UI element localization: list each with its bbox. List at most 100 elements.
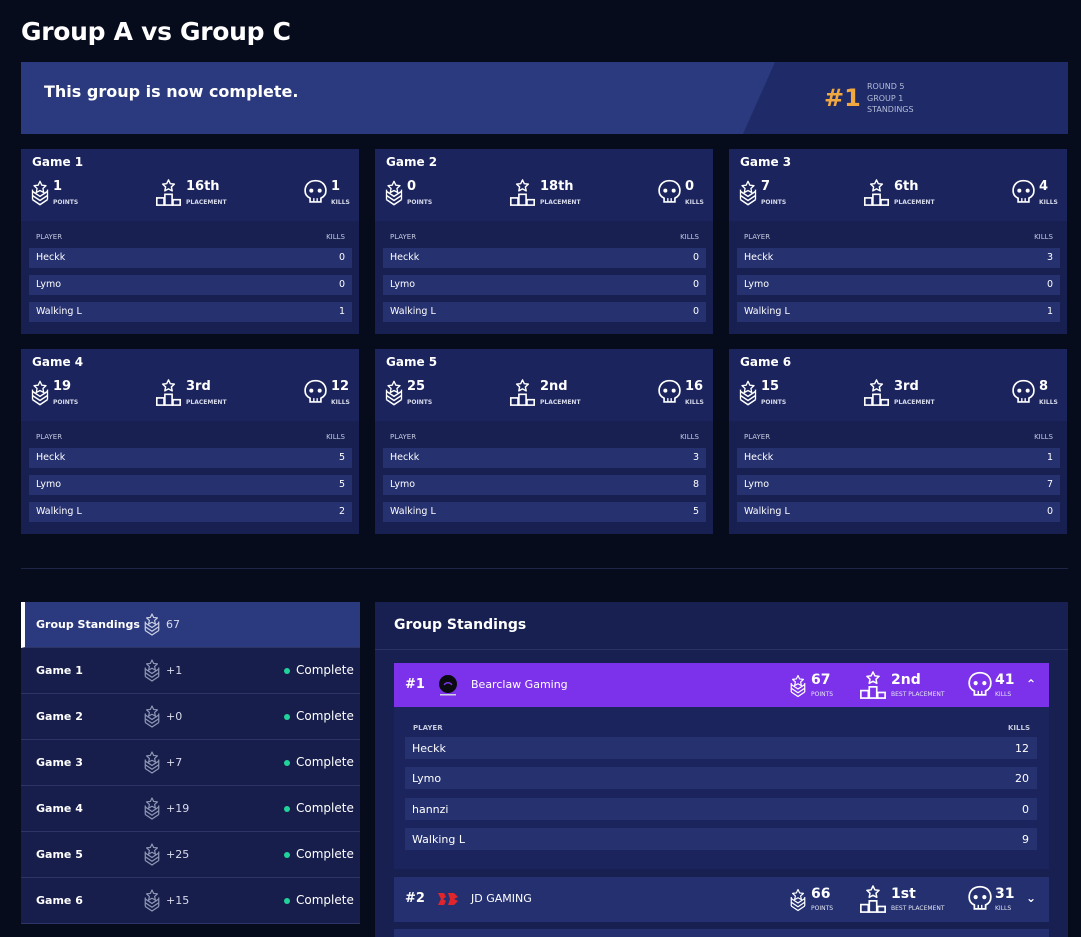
player-row: Lymo 0 xyxy=(737,275,1060,295)
player-name: hannzi xyxy=(412,802,449,816)
podium-icon xyxy=(859,671,887,699)
game-kills: 16 xyxy=(685,379,704,394)
banner-meta: ROUND 5 GROUP 1 STANDINGS xyxy=(867,81,914,116)
game-card: Game 5 25 POINTS 2nd PLACEMENT 16 KILLS xyxy=(375,349,713,534)
player-kills: 0 xyxy=(692,306,699,317)
game-card-header: Game 4 19 POINTS 3rd PLACEMENT 12 KILLS xyxy=(21,349,359,421)
sidebar-item-points: +0 xyxy=(166,710,183,723)
kills-label: KILLS xyxy=(995,905,1012,912)
game-points: 19 xyxy=(53,379,72,394)
placement-label: PLACEMENT xyxy=(186,399,227,406)
team-kills: 41 xyxy=(995,672,1015,688)
skull-icon xyxy=(303,179,328,204)
points-label: POINTS xyxy=(761,399,787,406)
team-points: 66 xyxy=(811,886,831,902)
status-badge: Complete xyxy=(296,709,354,723)
player-row: Lymo 8 xyxy=(383,475,706,495)
player-kills: 3 xyxy=(1046,252,1053,263)
sidebar-item-label: Game 5 xyxy=(36,848,83,861)
player-row: Heckk 1 xyxy=(737,448,1060,468)
sidebar-item-game-3[interactable]: Game 3 +7 Complete xyxy=(21,740,360,786)
points-icon xyxy=(30,379,50,407)
sidebar-item-group-standings[interactable]: Group Standings 67 xyxy=(21,602,360,648)
skull-icon xyxy=(967,885,993,911)
player-row: Heckk 12 xyxy=(405,737,1037,759)
expand-chevron-down-icon[interactable]: ⌄ xyxy=(1025,891,1036,905)
game-title: Game 3 xyxy=(740,155,792,169)
team-row-1[interactable]: #1 Bearclaw Gaming 67 POINTS 2nd BEST PL… xyxy=(394,663,1049,708)
kills-label: KILLS xyxy=(685,399,704,406)
skull-icon xyxy=(1011,379,1036,404)
kills-label: KILLS xyxy=(995,691,1012,698)
kills-column-header: KILLS xyxy=(1034,433,1053,441)
status-dot xyxy=(284,898,290,904)
player-row: Walking L 0 xyxy=(737,502,1060,522)
points-icon xyxy=(143,613,161,636)
sidebar-item-label: Group Standings xyxy=(36,618,140,631)
player-kills: 5 xyxy=(338,452,345,463)
kills-column-header: KILLS xyxy=(1034,233,1053,241)
section-divider xyxy=(21,568,1068,569)
game-card-header: Game 2 0 POINTS 18th PLACEMENT 0 KILLS xyxy=(375,149,713,221)
player-kills: 0 xyxy=(692,252,699,263)
player-name: Heckk xyxy=(390,452,420,463)
player-kills: 0 xyxy=(338,279,345,290)
player-name: Heckk xyxy=(744,452,774,463)
sidebar-item-game-2[interactable]: Game 2 +0 Complete xyxy=(21,694,360,740)
points-icon xyxy=(789,885,807,915)
sidebar-item-game-4[interactable]: Game 4 +19 Complete xyxy=(21,786,360,832)
player-name: Lymo xyxy=(36,279,62,290)
points-icon xyxy=(143,797,161,820)
skull-icon xyxy=(1011,179,1036,204)
points-label: POINTS xyxy=(53,399,79,406)
collapse-chevron-up-icon[interactable]: ⌃ xyxy=(1025,677,1036,691)
points-icon xyxy=(30,179,50,207)
team-kills: 31 xyxy=(995,886,1015,902)
sidebar-item-label: Game 2 xyxy=(36,710,83,723)
status-dot xyxy=(284,760,290,766)
player-column-header: PLAYER xyxy=(390,433,417,441)
podium-icon xyxy=(859,885,887,913)
placement-label: PLACEMENT xyxy=(186,199,227,206)
game-placement: 3rd xyxy=(894,379,919,394)
points-icon xyxy=(384,379,404,407)
skull-icon xyxy=(657,179,682,204)
sidebar-item-game-1[interactable]: Game 1 +1 Complete xyxy=(21,648,360,694)
game-card-header: Game 5 25 POINTS 2nd PLACEMENT 16 KILLS xyxy=(375,349,713,421)
player-kills: 5 xyxy=(692,506,699,517)
player-name: Heckk xyxy=(412,742,446,755)
team-row-2[interactable]: #2 JD GAMING 66 POINTS 1st BEST PLACEMEN… xyxy=(394,877,1049,922)
team-1-players: PLAYER KILLS Heckk 12 Lymo 20 hannzi 0 W… xyxy=(394,707,1049,869)
banner-standings: STANDINGS xyxy=(867,105,914,114)
player-kills: 0 xyxy=(1046,506,1053,517)
player-name: Lymo xyxy=(36,479,62,490)
player-row: Walking L 1 xyxy=(29,302,352,322)
standings-divider xyxy=(375,649,1068,650)
banner-group: GROUP 1 xyxy=(867,93,904,103)
player-kills: 1 xyxy=(338,306,345,317)
game-card-header: Game 1 1 POINTS 16th PLACEMENT 1 KILLS xyxy=(21,149,359,221)
game-placement: 2nd xyxy=(540,379,568,394)
player-name: Walking L xyxy=(36,306,82,317)
game-placement: 18th xyxy=(540,179,574,194)
game-title: Game 5 xyxy=(386,355,438,369)
best-placement-label: BEST PLACEMENT xyxy=(891,691,945,698)
points-icon xyxy=(143,889,161,912)
game-placement: 16th xyxy=(186,179,220,194)
points-icon xyxy=(738,179,758,207)
sidebar-item-game-5[interactable]: Game 5 +25 Complete xyxy=(21,832,360,878)
player-name: Walking L xyxy=(412,832,465,846)
placement-label: PLACEMENT xyxy=(540,399,581,406)
sidebar-item-game-6[interactable]: Game 6 +15 Complete xyxy=(21,878,360,924)
player-name: Lymo xyxy=(744,279,770,290)
game-title: Game 2 xyxy=(386,155,438,169)
points-label: POINTS xyxy=(811,691,834,698)
player-name: Lymo xyxy=(412,772,442,786)
kills-label: KILLS xyxy=(331,199,350,206)
sidebar-item-label: Game 1 xyxy=(36,664,83,677)
points-label: POINTS xyxy=(53,199,79,206)
game-title: Game 1 xyxy=(32,155,84,169)
team-row-3[interactable] xyxy=(394,929,1049,937)
player-name: Walking L xyxy=(744,506,790,517)
team-points: 67 xyxy=(811,672,831,688)
